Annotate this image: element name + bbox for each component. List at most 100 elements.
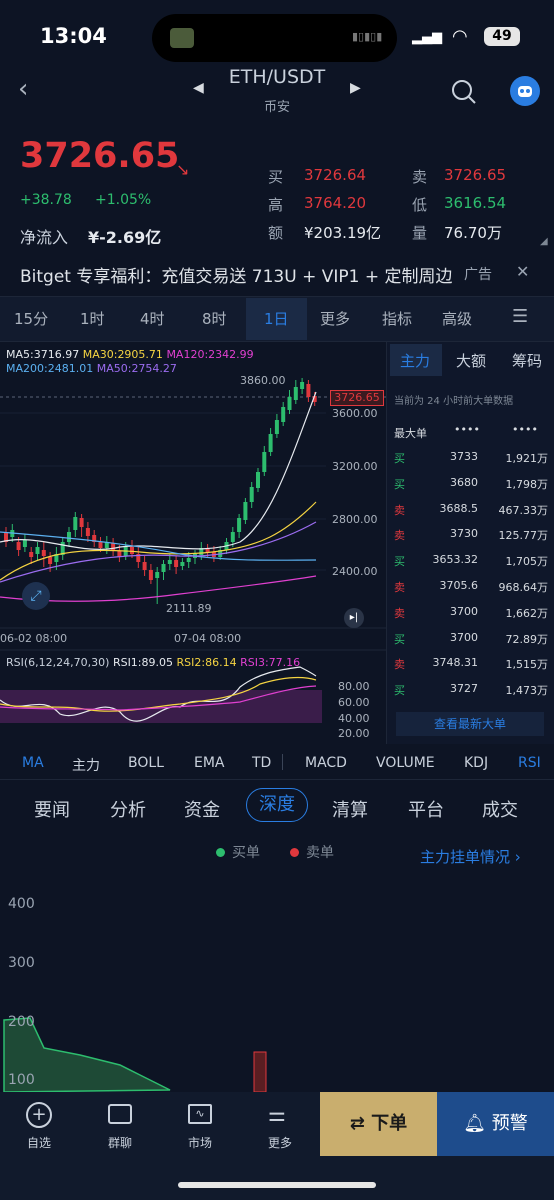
ma120-line [0, 575, 317, 602]
ind-rsi[interactable]: RSI [518, 755, 541, 771]
candle-body [35, 547, 40, 554]
tab-8h[interactable]: 8时 [202, 310, 227, 328]
tab-4h[interactable]: 4时 [140, 310, 165, 328]
nav-more[interactable]: 更多 [267, 1136, 292, 1150]
candle-body [155, 572, 160, 578]
ind-ema[interactable]: EMA [194, 755, 225, 771]
news-tab-liquidation[interactable]: 清算 [332, 800, 368, 821]
order-button[interactable]: ⇄ 下单 [320, 1092, 437, 1156]
candle-body [249, 487, 254, 502]
tab-indicators[interactable]: 指标 [382, 310, 413, 328]
news-tab-trades[interactable]: 成交 [482, 800, 518, 821]
news-tab-headlines[interactable]: 要闻 [34, 800, 70, 821]
order-amount: 125.77万 [498, 529, 549, 543]
ind-td[interactable]: TD [252, 755, 272, 771]
news-tab-platform[interactable]: 平台 [408, 800, 444, 821]
indicator-bar [0, 746, 554, 780]
buy-dot [216, 848, 225, 857]
candle-body [130, 547, 134, 554]
ind-kdj[interactable]: KDJ [464, 755, 489, 771]
candle-body [243, 502, 248, 520]
nav-market[interactable]: 市场 [187, 1136, 212, 1150]
promo-text[interactable]: Bitget 专享福利：充值交易送 713U + VIP1 + 定制周边 [20, 267, 453, 287]
bell-icon: 🔔︎ [463, 1113, 492, 1134]
expand-icon[interactable]: ◢ [540, 236, 548, 247]
view-latest-button[interactable]: 查看最新大单 [396, 712, 544, 736]
depth-chart [3, 1017, 267, 1092]
jump-latest-icon[interactable]: ▸| [344, 608, 364, 628]
rsi-label: RSI(6,12,24,70,30) [6, 656, 110, 669]
chart-settings-icon[interactable]: ☰ [512, 306, 529, 327]
promo-banner[interactable] [0, 254, 554, 294]
main-orders-link[interactable]: 主力挂单情况 › [420, 848, 521, 866]
timeframe-active-bg [246, 298, 307, 340]
back-icon[interactable]: ‹ [18, 74, 29, 104]
x-tick-0: 06-02 08:00 [0, 632, 68, 645]
rsi3-legend: RSI3:77.16 [240, 656, 301, 669]
candle-body [54, 554, 59, 562]
ma-legend-2: MA200:2481.01 MA50:2754.27 [6, 362, 177, 375]
search-icon[interactable] [450, 78, 478, 106]
news-tab-depth[interactable]: 深度 [246, 788, 308, 822]
candle-body [268, 434, 273, 452]
candle-body [306, 384, 311, 397]
ma5-line [0, 391, 317, 551]
news-tab-analysis[interactable]: 分析 [110, 800, 146, 821]
candle-body [148, 570, 153, 580]
order-price: 3653.32 [432, 553, 479, 567]
nav-group-chat[interactable]: 群聊 [107, 1136, 132, 1150]
candle-body [22, 540, 27, 547]
tab-1h[interactable]: 1时 [80, 310, 105, 328]
volume-label: 量 [412, 224, 428, 242]
assistant-robot-icon[interactable] [510, 76, 540, 106]
candle-body [281, 407, 286, 422]
candle-body [73, 517, 78, 530]
prev-pair-icon[interactable]: ◀ [193, 80, 204, 96]
news-tab-funds[interactable]: 资金 [184, 800, 220, 821]
tab-advanced[interactable]: 高级 [442, 310, 473, 328]
panel-tab-large[interactable]: 大额 [456, 352, 487, 370]
more-sliders-icon[interactable]: ⚌ [268, 1102, 286, 1126]
order-side: 卖 [394, 581, 405, 594]
ind-volume[interactable]: VOLUME [376, 755, 435, 771]
ind-boll[interactable]: BOLL [128, 755, 164, 771]
price-marker: 3726.65 [330, 390, 384, 406]
ind-main[interactable]: 主力 [72, 758, 100, 774]
rsi1-legend: RSI1:89.05 [112, 656, 174, 669]
next-pair-icon[interactable]: ▶ [350, 80, 361, 96]
group-chat-icon[interactable] [108, 1104, 132, 1124]
x-tick-1: 07-04 08:00 [174, 632, 242, 645]
candle-body [180, 562, 185, 566]
candle-body [167, 560, 172, 564]
nav-watchlist[interactable]: 自选 [26, 1136, 51, 1150]
ind-ma[interactable]: MA [22, 755, 44, 771]
panel-tab-main[interactable]: 主力 [400, 352, 431, 370]
panel-tab-chips[interactable]: 筹码 [512, 352, 543, 370]
candle-body [16, 542, 21, 550]
clock: 13:04 [40, 24, 107, 48]
amount-value: ¥203.19亿 [304, 224, 382, 242]
add-watchlist-icon[interactable]: + [26, 1102, 52, 1128]
market-icon[interactable]: ∿ [188, 1104, 212, 1124]
signal-icon: ▂▄▆ [412, 30, 442, 45]
tab-15m[interactable]: 15分 [14, 310, 49, 328]
low-value: 3616.54 [444, 194, 507, 212]
candle-body [262, 452, 267, 472]
expand-chart-icon[interactable]: ⤢ [22, 582, 50, 610]
rsi-tick-2: 40.00 [338, 712, 370, 725]
order-amount: 968.64万 [498, 581, 549, 594]
panel-tab-active-bg [390, 344, 442, 376]
order-price: 3700 [450, 604, 478, 618]
kline-chart[interactable] [0, 342, 386, 744]
candle-body [205, 548, 210, 552]
order-side: 卖 [394, 606, 405, 620]
ind-macd[interactable]: MACD [305, 755, 347, 771]
tab-1d[interactable]: 1日 [264, 310, 289, 328]
volume-value: 76.70万 [444, 224, 502, 242]
tab-more[interactable]: 更多 [320, 310, 351, 328]
depth-y-tick-0: 400 [8, 896, 35, 912]
candle-body [293, 387, 298, 400]
alert-button[interactable]: 🔔︎ 预警 [437, 1092, 554, 1156]
sell-dot [290, 848, 299, 857]
close-icon[interactable]: ✕ [516, 262, 530, 281]
